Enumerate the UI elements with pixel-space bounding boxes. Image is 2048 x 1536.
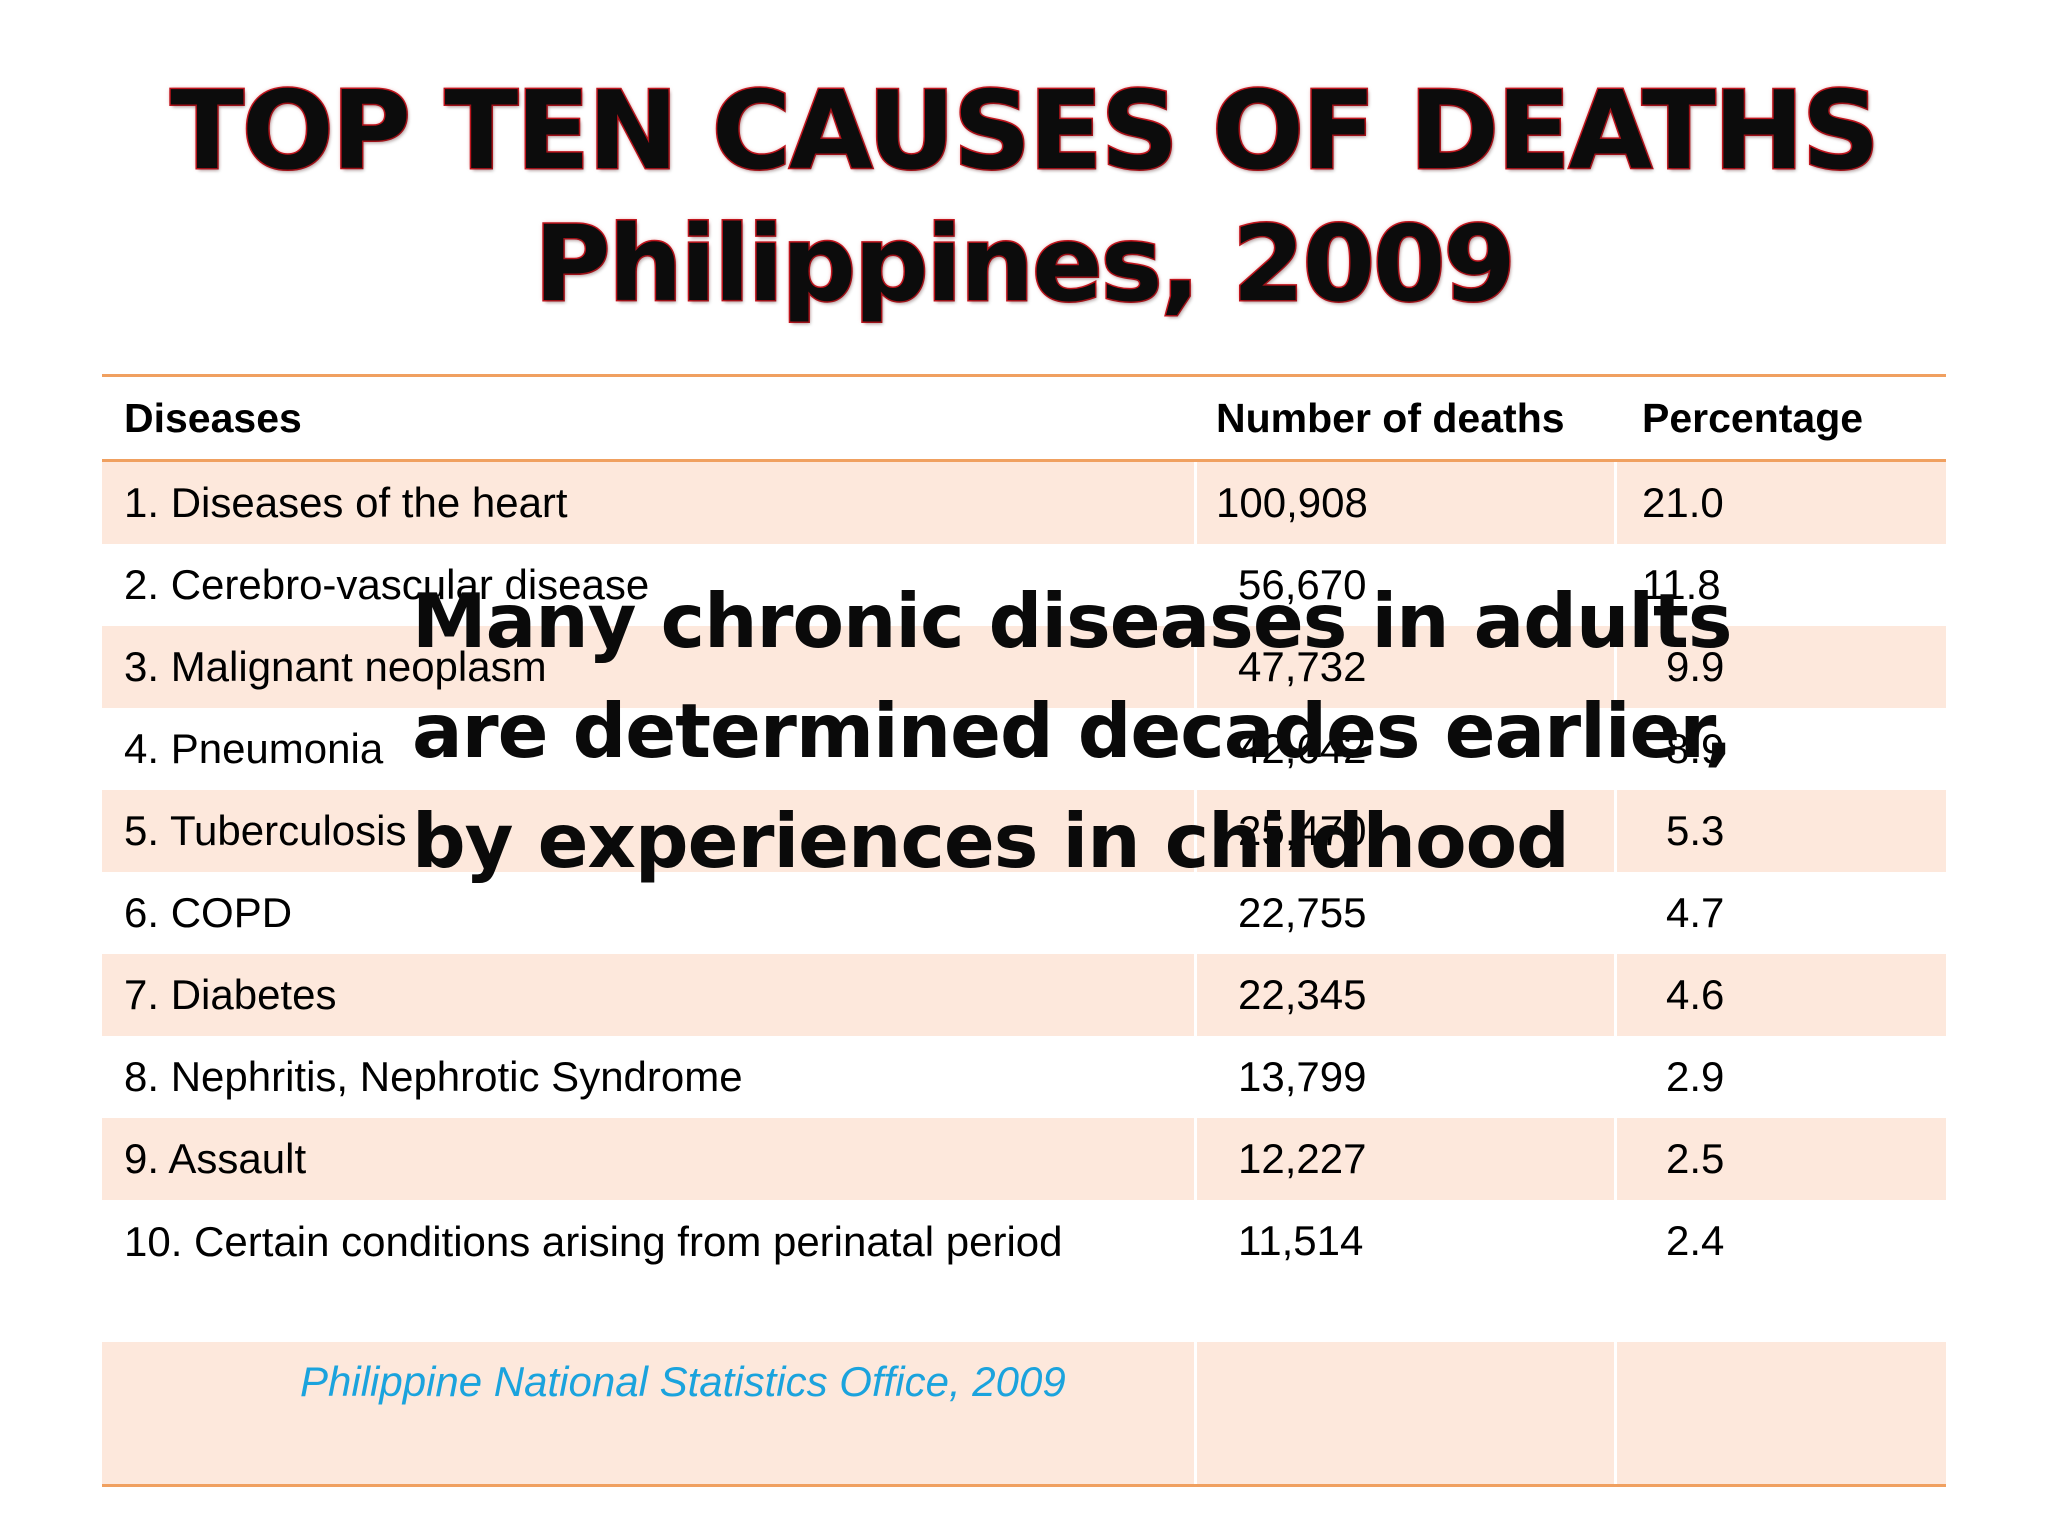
death-percentage: 2.5 [1666,1135,1725,1182]
table-row: 2. Cerebro-vascular disease 56,670 11.8 [102,544,1946,626]
death-percentage: 5.3 [1666,807,1725,854]
table-row: 9. Assault 12,227 2.5 [102,1118,1946,1200]
source-citation: Philippine National Statistics Office, 2… [300,1358,1066,1405]
table-row: 8. Nephritis, Nephrotic Syndrome 13,799 … [102,1036,1946,1118]
death-percentage: 21.0 [1642,479,1724,526]
death-count: 13,799 [1238,1053,1367,1100]
death-count: 100,908 [1216,479,1368,526]
overlay-line-3: by experiences in childhood [412,797,1570,885]
overlay-message: Many chronic diseases in adults are dete… [412,566,1733,896]
death-percentage: 2.4 [1666,1217,1725,1264]
table-row: 3. Malignant neoplasm 47,732 9.9 [102,626,1946,708]
table-row: 7. Diabetes 22,345 4.6 [102,954,1946,1036]
disease-name: 8. Nephritis, Nephrotic Syndrome [124,1053,743,1100]
slide-title: TOP TEN CAUSES OF DEATHS [169,68,1881,196]
disease-name: 2. Cerebro-vascular disease [124,561,650,608]
death-percentage: 8.9 [1666,725,1725,772]
disease-name: 3. Malignant neoplasm [124,643,547,690]
death-count: 22,345 [1238,971,1367,1018]
disease-name: 4. Pneumonia [124,725,384,772]
death-percentage: 9.9 [1666,643,1725,690]
table-row: 6. COPD 22,755 4.7 [102,872,1946,954]
causes-of-death-table: Diseases Number of deaths Percentage 1. … [102,374,1946,1487]
disease-name: 10. Certain conditions arising from peri… [124,1218,1063,1265]
death-count: 22,755 [1238,889,1367,936]
table-row: 1. Diseases of the heart 100,908 21.0 [102,462,1946,544]
table-row: 4. Pneumonia 42,642 8.9 [102,708,1946,790]
overlay-line-1: Many chronic diseases in adults [412,577,1733,665]
header-percentage: Percentage [1642,395,1864,441]
disease-name: 6. COPD [124,889,293,936]
header-number-of-deaths: Number of deaths [1216,395,1565,441]
death-count: 42,642 [1238,725,1367,772]
table-row: 5. Tuberculosis 25,470 5.3 [102,790,1946,872]
death-count: 47,732 [1238,643,1367,690]
death-percentage: 11.8 [1642,561,1721,608]
death-count: 25,470 [1238,807,1367,854]
death-percentage: 4.6 [1666,971,1725,1018]
table-row: 10. Certain conditions arising from peri… [102,1200,1946,1342]
death-count: 56,670 [1238,561,1367,608]
disease-name: 1. Diseases of the heart [124,479,568,526]
overlay-line-2: are determined decades earlier, [412,687,1733,775]
death-count: 11,514 [1238,1217,1364,1264]
disease-name: 5. Tuberculosis [124,807,407,854]
source-row: Philippine National Statistics Office, 2… [102,1342,1946,1484]
disease-name: 9. Assault [124,1135,307,1182]
death-count: 12,227 [1238,1135,1367,1182]
death-percentage: 2.9 [1666,1053,1725,1100]
header-diseases: Diseases [124,395,302,441]
disease-name: 7. Diabetes [124,971,337,1018]
slide-subtitle: Philippines, 2009 [533,202,1517,327]
death-percentage: 4.7 [1666,889,1725,936]
table-header-row: Diseases Number of deaths Percentage [102,377,1946,462]
